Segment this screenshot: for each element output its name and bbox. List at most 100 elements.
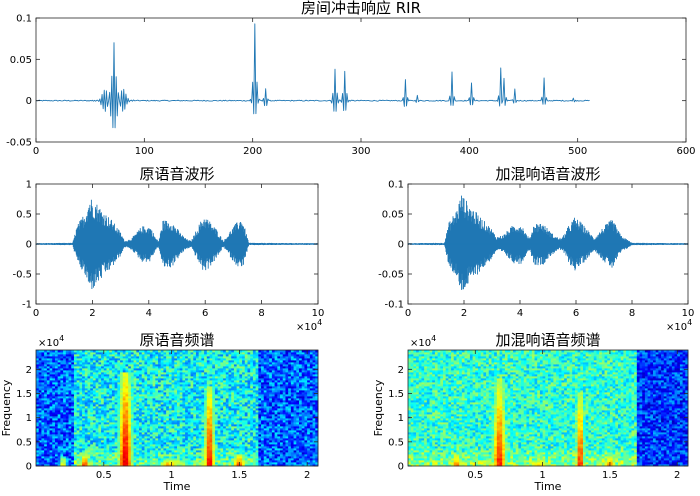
spectrogram-cell: [57, 396, 61, 399]
spectrogram-cell: [68, 454, 72, 457]
spectrogram-cell: [117, 372, 121, 375]
spectrogram-cell: [76, 450, 80, 453]
spectrogram-cell: [71, 390, 75, 393]
spectrogram-cell: [90, 428, 94, 431]
spectrogram-cell: [65, 402, 69, 405]
spectrogram-cell: [101, 364, 105, 367]
spectrogram-cell: [98, 390, 102, 393]
spectrogram-cell: [95, 444, 99, 447]
spectrogram-cell: [68, 374, 72, 377]
spectrogram-cell: [71, 414, 75, 417]
spectrogram-cell: [79, 356, 83, 359]
spectrogram-cell: [82, 456, 86, 459]
spectrogram-cell: [41, 422, 45, 425]
spectrogram-cell: [52, 414, 56, 417]
spectrogram-cell: [92, 418, 97, 421]
spectrogram-cell: [82, 382, 86, 385]
spectrogram-cell: [60, 402, 64, 405]
spectrogram-cell: [120, 434, 124, 437]
spectrogram-cell: [114, 456, 118, 459]
spectrogram-cell: [38, 420, 42, 423]
spectrogram-cell: [60, 438, 64, 441]
spectrogram-cell: [84, 428, 88, 431]
spectrogram-cell: [87, 436, 91, 439]
spectrogram-cell: [36, 442, 40, 445]
spectrogram-cell: [57, 366, 61, 369]
spectrogram-cell: [84, 424, 88, 427]
spectrogram-cell: [101, 432, 105, 435]
spectrogram-cell: [73, 426, 78, 429]
spectrogram-cell: [87, 362, 91, 365]
spectrogram-cell: [101, 462, 105, 465]
spectrogram-cell: [82, 396, 86, 399]
spectrogram-cell: [87, 410, 91, 413]
y-tick-label: -0.5: [12, 270, 32, 281]
spectrogram-cell: [82, 350, 86, 353]
spectrogram-cell: [103, 402, 107, 405]
spectrogram-cell: [60, 464, 64, 467]
spectrogram-cell: [98, 450, 102, 453]
spectrogram-cell: [38, 368, 42, 371]
spectrogram-cell: [41, 376, 45, 379]
spectrogram-cell: [68, 358, 72, 361]
spectrogram-cell: [103, 350, 107, 353]
spectrogram-cell: [92, 368, 97, 371]
spectrogram-cell: [90, 396, 94, 399]
spectrogram-cell: [76, 350, 80, 353]
spectrogram-cell: [106, 366, 110, 369]
spectrogram-cell: [57, 460, 61, 463]
spectrogram-cell: [71, 412, 75, 415]
spectrogram-cell: [41, 428, 45, 431]
spectrogram-cell: [68, 424, 72, 427]
spectrogram-cell: [92, 456, 97, 459]
spectrogram-cell: [79, 430, 83, 433]
spectrogram-cell: [46, 382, 50, 385]
spectrogram-cell: [103, 398, 107, 401]
spectrogram-cell: [36, 364, 40, 367]
spectrogram-cell: [101, 374, 105, 377]
spectrogram-cell: [52, 362, 56, 365]
spectrogram-cell: [82, 376, 86, 379]
spectrogram-cell: [84, 436, 88, 439]
spectrogram-cell: [109, 424, 113, 427]
spectrogram-cell: [49, 350, 53, 353]
x-tick-label: 6: [573, 308, 579, 319]
spectrogram-cell: [76, 352, 80, 355]
spectrogram-cell: [114, 382, 118, 385]
spectrogram-cell: [41, 402, 45, 405]
spectrogram-cell: [111, 418, 116, 421]
spectrogram-cell: [54, 406, 59, 409]
spectrogram-cell: [49, 372, 53, 375]
spectrogram-cell: [90, 404, 94, 407]
spectrogram-cell: [82, 386, 86, 389]
spectrogram-cell: [87, 446, 91, 449]
spectrogram-cell: [49, 352, 53, 355]
spectrogram-cell: [98, 354, 102, 357]
spectrogram-cell: [82, 378, 86, 381]
spectrogram-cell: [44, 376, 48, 379]
spectrogram-cell: [120, 428, 124, 431]
spectrogram-cell: [52, 460, 56, 463]
spectrogram-cell: [41, 440, 45, 443]
spectrogram-cell: [90, 450, 94, 453]
spectrogram-cell: [52, 432, 56, 435]
spectrogram-cell: [49, 442, 53, 445]
spectrogram-cell: [98, 364, 102, 367]
spectrogram-cell: [120, 450, 124, 453]
spectrogram-cell: [63, 364, 67, 367]
spectrogram-cell: [54, 358, 59, 361]
spectrogram-cell: [46, 362, 50, 365]
spectrogram-cell: [84, 420, 88, 423]
spectrogram-cell: [44, 398, 48, 401]
spectrogram-cell: [114, 366, 118, 369]
spectrogram-cell: [76, 446, 80, 449]
spectrogram-cell: [103, 424, 107, 427]
spectrogram-cell: [54, 408, 59, 411]
spectrogram-cell: [36, 352, 40, 355]
spectrogram-cell: [49, 394, 53, 397]
spectrogram-cell: [120, 374, 124, 377]
spectrogram-cell: [41, 424, 45, 427]
spectrogram-cell: [54, 412, 59, 415]
spectrogram-cell: [41, 458, 45, 461]
spectrogram-cell: [84, 438, 88, 441]
